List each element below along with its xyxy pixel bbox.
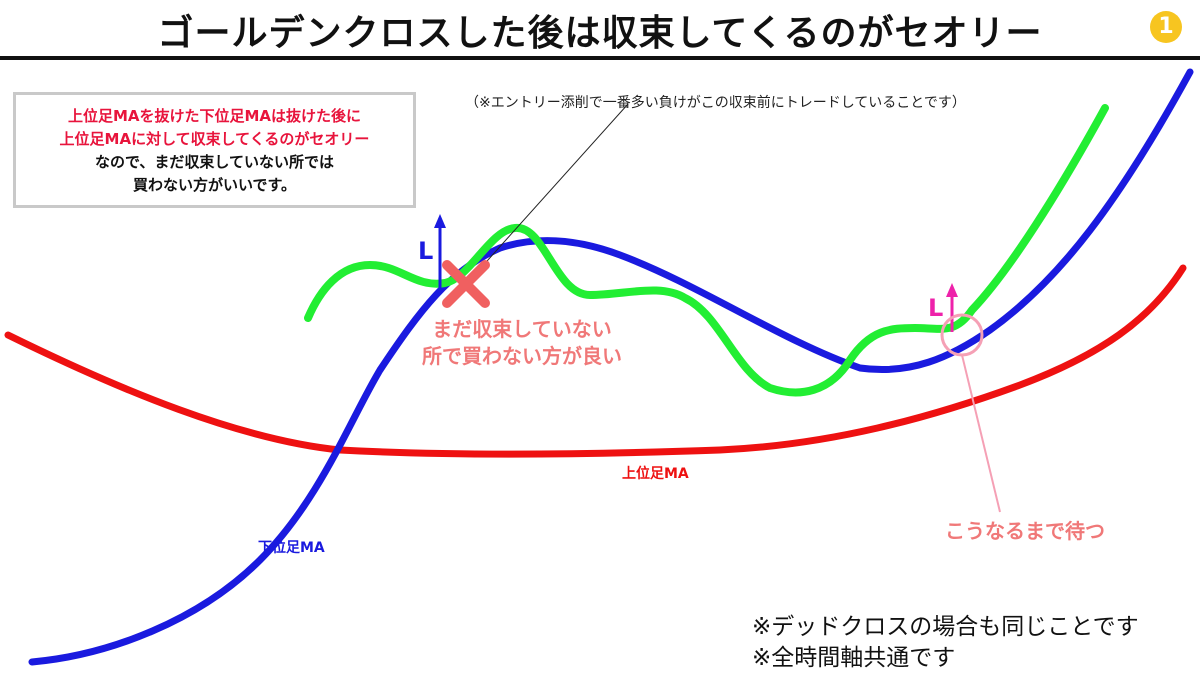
bad-entry-label-line-2: 所で買わない方が良い bbox=[422, 344, 622, 368]
entry-marker-label-2: L bbox=[928, 294, 944, 322]
wait-label: こうなるまで待つ bbox=[945, 519, 1105, 543]
footer-note-2: ※全時間軸共通です bbox=[752, 645, 956, 671]
entry-arrow-up-icon bbox=[434, 214, 446, 290]
info-line-1: 上位足MAを抜けた下位足MAは抜けた後に bbox=[67, 107, 362, 125]
info-line-3: なので、まだ収束していない所では bbox=[95, 153, 334, 171]
page-title: ゴールデンクロスした後は収束してくるのがセオリー bbox=[157, 13, 1043, 54]
entry-marker-label-1: L bbox=[418, 237, 434, 265]
top-note: （※エントリー添削で一番多い負けがこの収束前にトレードしていることです） bbox=[465, 95, 966, 111]
upper-ma-line bbox=[4, 264, 1187, 458]
wait-leader-line bbox=[961, 354, 1001, 513]
info-line-2: 上位足MAに対して収束してくるのがセオリー bbox=[59, 130, 370, 148]
upper-ma-label: 上位足MA bbox=[622, 466, 689, 482]
page-number-badge: 1 bbox=[1150, 11, 1182, 43]
lower-ma-line bbox=[28, 68, 1194, 666]
bad-entry-label-line-1: まだ収束していない bbox=[432, 317, 612, 341]
lower-ma-label: 下位足MA bbox=[258, 540, 325, 556]
header-bar: ゴールデンクロスした後は収束してくるのがセオリー 1 bbox=[0, 0, 1200, 60]
info-box: 上位足MAを抜けた下位足MAは抜けた後に 上位足MAに対して収束してくるのがセオ… bbox=[13, 92, 416, 208]
good-entry-arrow-up-icon bbox=[946, 283, 958, 332]
note-leader-line bbox=[469, 103, 629, 281]
price-line bbox=[304, 104, 1109, 397]
bad-entry-label: まだ収束していない 所で買わない方が良い bbox=[412, 316, 632, 370]
info-line-4: 買わない方がいいです。 bbox=[132, 176, 297, 194]
footer-note-1: ※デッドクロスの場合も同じことです bbox=[752, 614, 1139, 640]
bad-entry-cross-mark bbox=[442, 260, 490, 308]
